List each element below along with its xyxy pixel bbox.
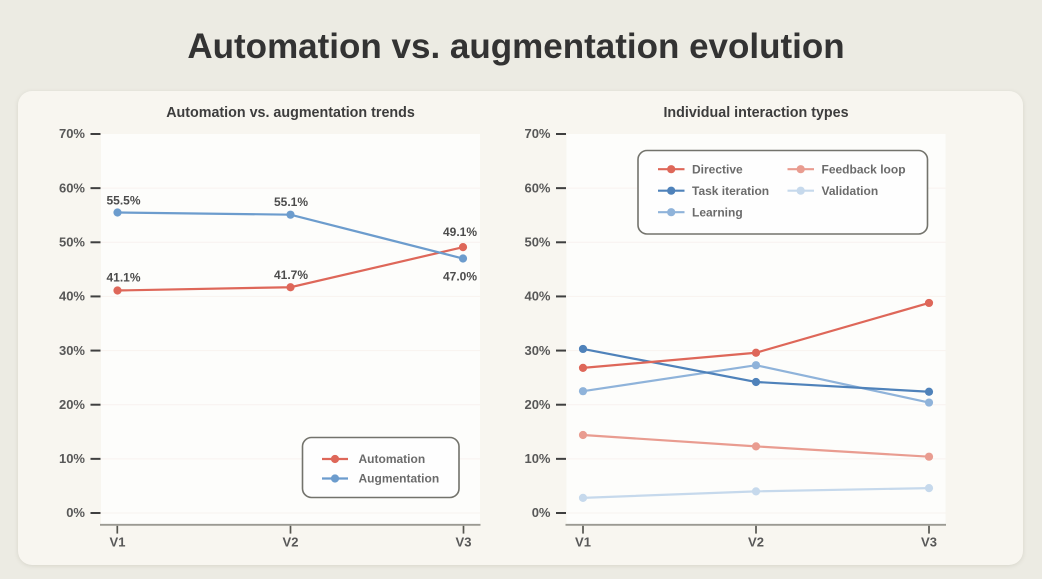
svg-text:20%: 20% bbox=[59, 397, 85, 412]
svg-text:49.1%: 49.1% bbox=[443, 225, 477, 239]
svg-text:55.1%: 55.1% bbox=[274, 195, 308, 209]
svg-text:Automation: Automation bbox=[359, 452, 426, 466]
svg-text:70%: 70% bbox=[524, 126, 550, 141]
svg-text:30%: 30% bbox=[524, 343, 550, 358]
svg-text:V3: V3 bbox=[456, 535, 472, 550]
svg-text:10%: 10% bbox=[59, 451, 85, 466]
svg-text:41.7%: 41.7% bbox=[274, 268, 308, 282]
svg-text:Task iteration: Task iteration bbox=[692, 184, 769, 198]
svg-text:V3: V3 bbox=[921, 535, 937, 550]
svg-text:60%: 60% bbox=[59, 180, 85, 195]
svg-text:40%: 40% bbox=[524, 289, 550, 304]
svg-text:Automation vs. augmentation tr: Automation vs. augmentation trends bbox=[166, 105, 415, 121]
svg-text:Learning: Learning bbox=[692, 205, 743, 219]
svg-text:50%: 50% bbox=[524, 235, 550, 250]
svg-text:55.5%: 55.5% bbox=[107, 194, 141, 208]
svg-text:V1: V1 bbox=[575, 535, 591, 550]
svg-text:20%: 20% bbox=[524, 397, 550, 412]
svg-text:0%: 0% bbox=[532, 505, 551, 520]
svg-text:V2: V2 bbox=[283, 535, 299, 550]
svg-text:50%: 50% bbox=[59, 235, 85, 250]
svg-text:Directive: Directive bbox=[692, 162, 743, 176]
svg-text:0%: 0% bbox=[66, 505, 85, 520]
svg-text:70%: 70% bbox=[59, 126, 85, 141]
svg-text:V1: V1 bbox=[110, 535, 126, 550]
svg-text:Individual interaction types: Individual interaction types bbox=[663, 105, 848, 121]
svg-text:Augmentation: Augmentation bbox=[359, 472, 440, 486]
svg-text:47.0%: 47.0% bbox=[443, 269, 477, 283]
svg-text:41.1%: 41.1% bbox=[107, 271, 141, 285]
svg-text:Feedback loop: Feedback loop bbox=[822, 162, 906, 176]
svg-text:V2: V2 bbox=[748, 535, 764, 550]
svg-text:Validation: Validation bbox=[822, 184, 879, 198]
svg-text:60%: 60% bbox=[524, 180, 550, 195]
svg-text:10%: 10% bbox=[524, 451, 550, 466]
svg-text:40%: 40% bbox=[59, 289, 85, 304]
svg-text:30%: 30% bbox=[59, 343, 85, 358]
